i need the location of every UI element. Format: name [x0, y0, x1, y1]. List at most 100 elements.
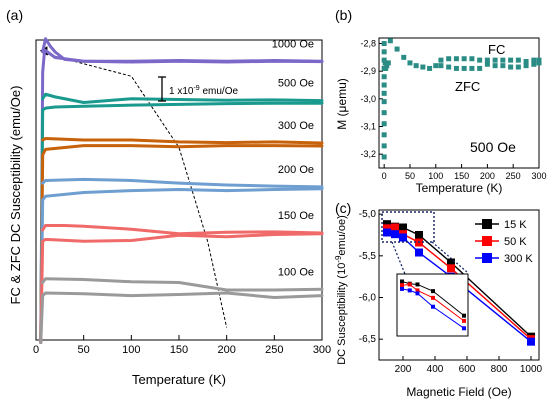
panel-c-frame	[378, 209, 540, 361]
panel-a-x-tick-label: 0	[33, 344, 39, 356]
panel-b-data-point	[500, 57, 506, 63]
panel-b-data-point	[536, 57, 542, 63]
series-200-oe-fc-line	[41, 177, 324, 189]
panel-b-data-point	[420, 64, 426, 70]
legend-50-k-label: 50 K	[504, 236, 527, 248]
panel-b-data-point	[381, 121, 387, 127]
panel-b-data-point	[508, 64, 514, 70]
legend-15-k-marker	[482, 219, 492, 229]
series-200-oe-zfc-line	[39, 187, 324, 344]
panel-c-x-tick-label: 400	[427, 364, 444, 375]
panel-b-data-point	[446, 56, 452, 62]
panel-b-data-point	[384, 63, 390, 69]
series-15-k-marker	[383, 220, 391, 229]
dashed-guide-line	[45, 53, 228, 328]
series-50-k-marker	[447, 264, 455, 273]
panel-b-data-point	[382, 60, 388, 66]
series-label-300-oe: 300 Oe	[278, 120, 314, 132]
panel-b-x-tick-label: 50	[405, 171, 415, 181]
panel-b-data-point	[413, 63, 419, 69]
panel-b-data-point	[446, 64, 452, 70]
panel-b-data-point	[531, 57, 537, 63]
legend-300-k-marker	[482, 253, 492, 263]
panel-a-label: (a)	[6, 7, 23, 23]
panel-b-y-tick-label: -3,0	[360, 94, 376, 104]
inset-50-k-marker	[431, 295, 435, 300]
panel-b-data-point	[477, 65, 483, 71]
panel-c-y-tick-label: -5,5	[359, 251, 377, 262]
inset-300-k-marker	[431, 304, 435, 309]
panel-b-data-point	[531, 61, 537, 67]
legend-50-k-marker	[482, 236, 492, 246]
panel-a-x-tick-label: 50	[78, 344, 90, 356]
series-15-k-marker	[399, 223, 407, 232]
panel-b-data-point	[508, 57, 514, 63]
legend-300-k-label: 300 K	[504, 253, 533, 265]
panel-c-x-tick-label: 1000	[520, 364, 543, 375]
panel-b-x-tick-label: 200	[480, 171, 495, 181]
panel-b-frame	[378, 37, 540, 169]
series-100-oe-zfc-line	[39, 291, 324, 344]
fc-annotation: FC	[488, 42, 505, 57]
panel-b-data-point	[523, 63, 529, 69]
panel-b-data-point	[438, 63, 444, 69]
series-15-k-marker	[415, 231, 423, 239]
panel-c-x-axis-label: Magnetic Field (Oe)	[406, 385, 511, 399]
panel-a-series-labels: 1000 Oe 500 Oe 300 Oe 200 Oe 150 Oe 100 Oe	[272, 38, 314, 278]
inset-300-k-marker	[400, 286, 404, 291]
zoom-box	[381, 211, 468, 275]
inset-zoom	[396, 273, 469, 337]
panel-b-data-point	[492, 63, 498, 69]
inset-15-k-marker	[400, 279, 404, 284]
panel-a-x-tick-label: 200	[217, 344, 235, 356]
panel-b-y-tick-label: -3,2	[360, 149, 376, 159]
panel-a-series	[39, 37, 324, 344]
inset-50-k-marker	[415, 288, 420, 293]
panel-b-ticks: 0 50 100 150 200 250 300 -2,8 -2,9 -3,0 -3,1 -3,2	[360, 39, 546, 181]
panel-b-data-point	[427, 65, 433, 71]
panel-b-data-point	[477, 57, 483, 63]
series-300-k-marker	[399, 233, 407, 242]
series-100-oe-fc-line	[41, 277, 324, 292]
series-300-k-marker	[527, 337, 535, 346]
series-1000-oe-zfc-line	[39, 48, 324, 344]
inset-300-k-marker	[415, 291, 420, 296]
panel-b-data-point	[523, 59, 529, 65]
panel-b-data-point	[500, 63, 506, 69]
panel-b-data-point	[515, 57, 521, 63]
panel-b-data-point	[461, 56, 467, 62]
panel-a-x-ticks: 0 50 100 150 200 250 300	[33, 335, 331, 356]
panel-b-data-point	[381, 154, 387, 160]
panel-b-data-point	[381, 132, 387, 138]
series-50-k-marker	[383, 224, 391, 233]
series-500-oe-fc-line	[41, 92, 324, 104]
panel-b-x-axis-label: Temperature (K)	[416, 181, 503, 195]
panel-b-x-tick-label: 150	[454, 171, 469, 181]
panel-a-x-tick-label: 100	[122, 344, 140, 356]
panel-b-data-point	[461, 65, 467, 71]
panel-b-data-point	[381, 49, 387, 55]
series-50-k-marker	[391, 223, 399, 232]
panel-b-data-point	[453, 56, 459, 62]
inset-300-k-marker	[462, 326, 466, 331]
series-300-oe-fc-line	[41, 137, 324, 145]
panel-c-x-tick-label: 600	[459, 364, 476, 375]
panel-b-data-point	[383, 65, 389, 71]
zfc-annotation: ZFC	[455, 79, 480, 94]
panel-b-data-point	[438, 57, 444, 63]
series-150-oe-fc-line	[41, 224, 324, 236]
series-500-oe-zfc-line	[39, 101, 324, 344]
panel-b-y-tick-label: -2,8	[360, 39, 376, 49]
series-15-k-marker	[447, 258, 455, 267]
inset-300-k-marker	[407, 288, 412, 293]
panel-b-data-point	[381, 110, 387, 116]
panel-c-y-tick-label: -6,0	[359, 293, 377, 304]
panel-b-x-tick-label: 0	[382, 171, 387, 181]
panel-b-label: (b)	[335, 7, 352, 23]
panel-b-data-point	[385, 60, 391, 66]
panel-b-y-tick-label: -2,9	[360, 66, 376, 76]
inset-15-k-marker	[431, 289, 435, 294]
scale-bar: 1 x10-9 emu/Oe	[158, 76, 238, 102]
panel-b-x-tick-label: 100	[428, 171, 443, 181]
